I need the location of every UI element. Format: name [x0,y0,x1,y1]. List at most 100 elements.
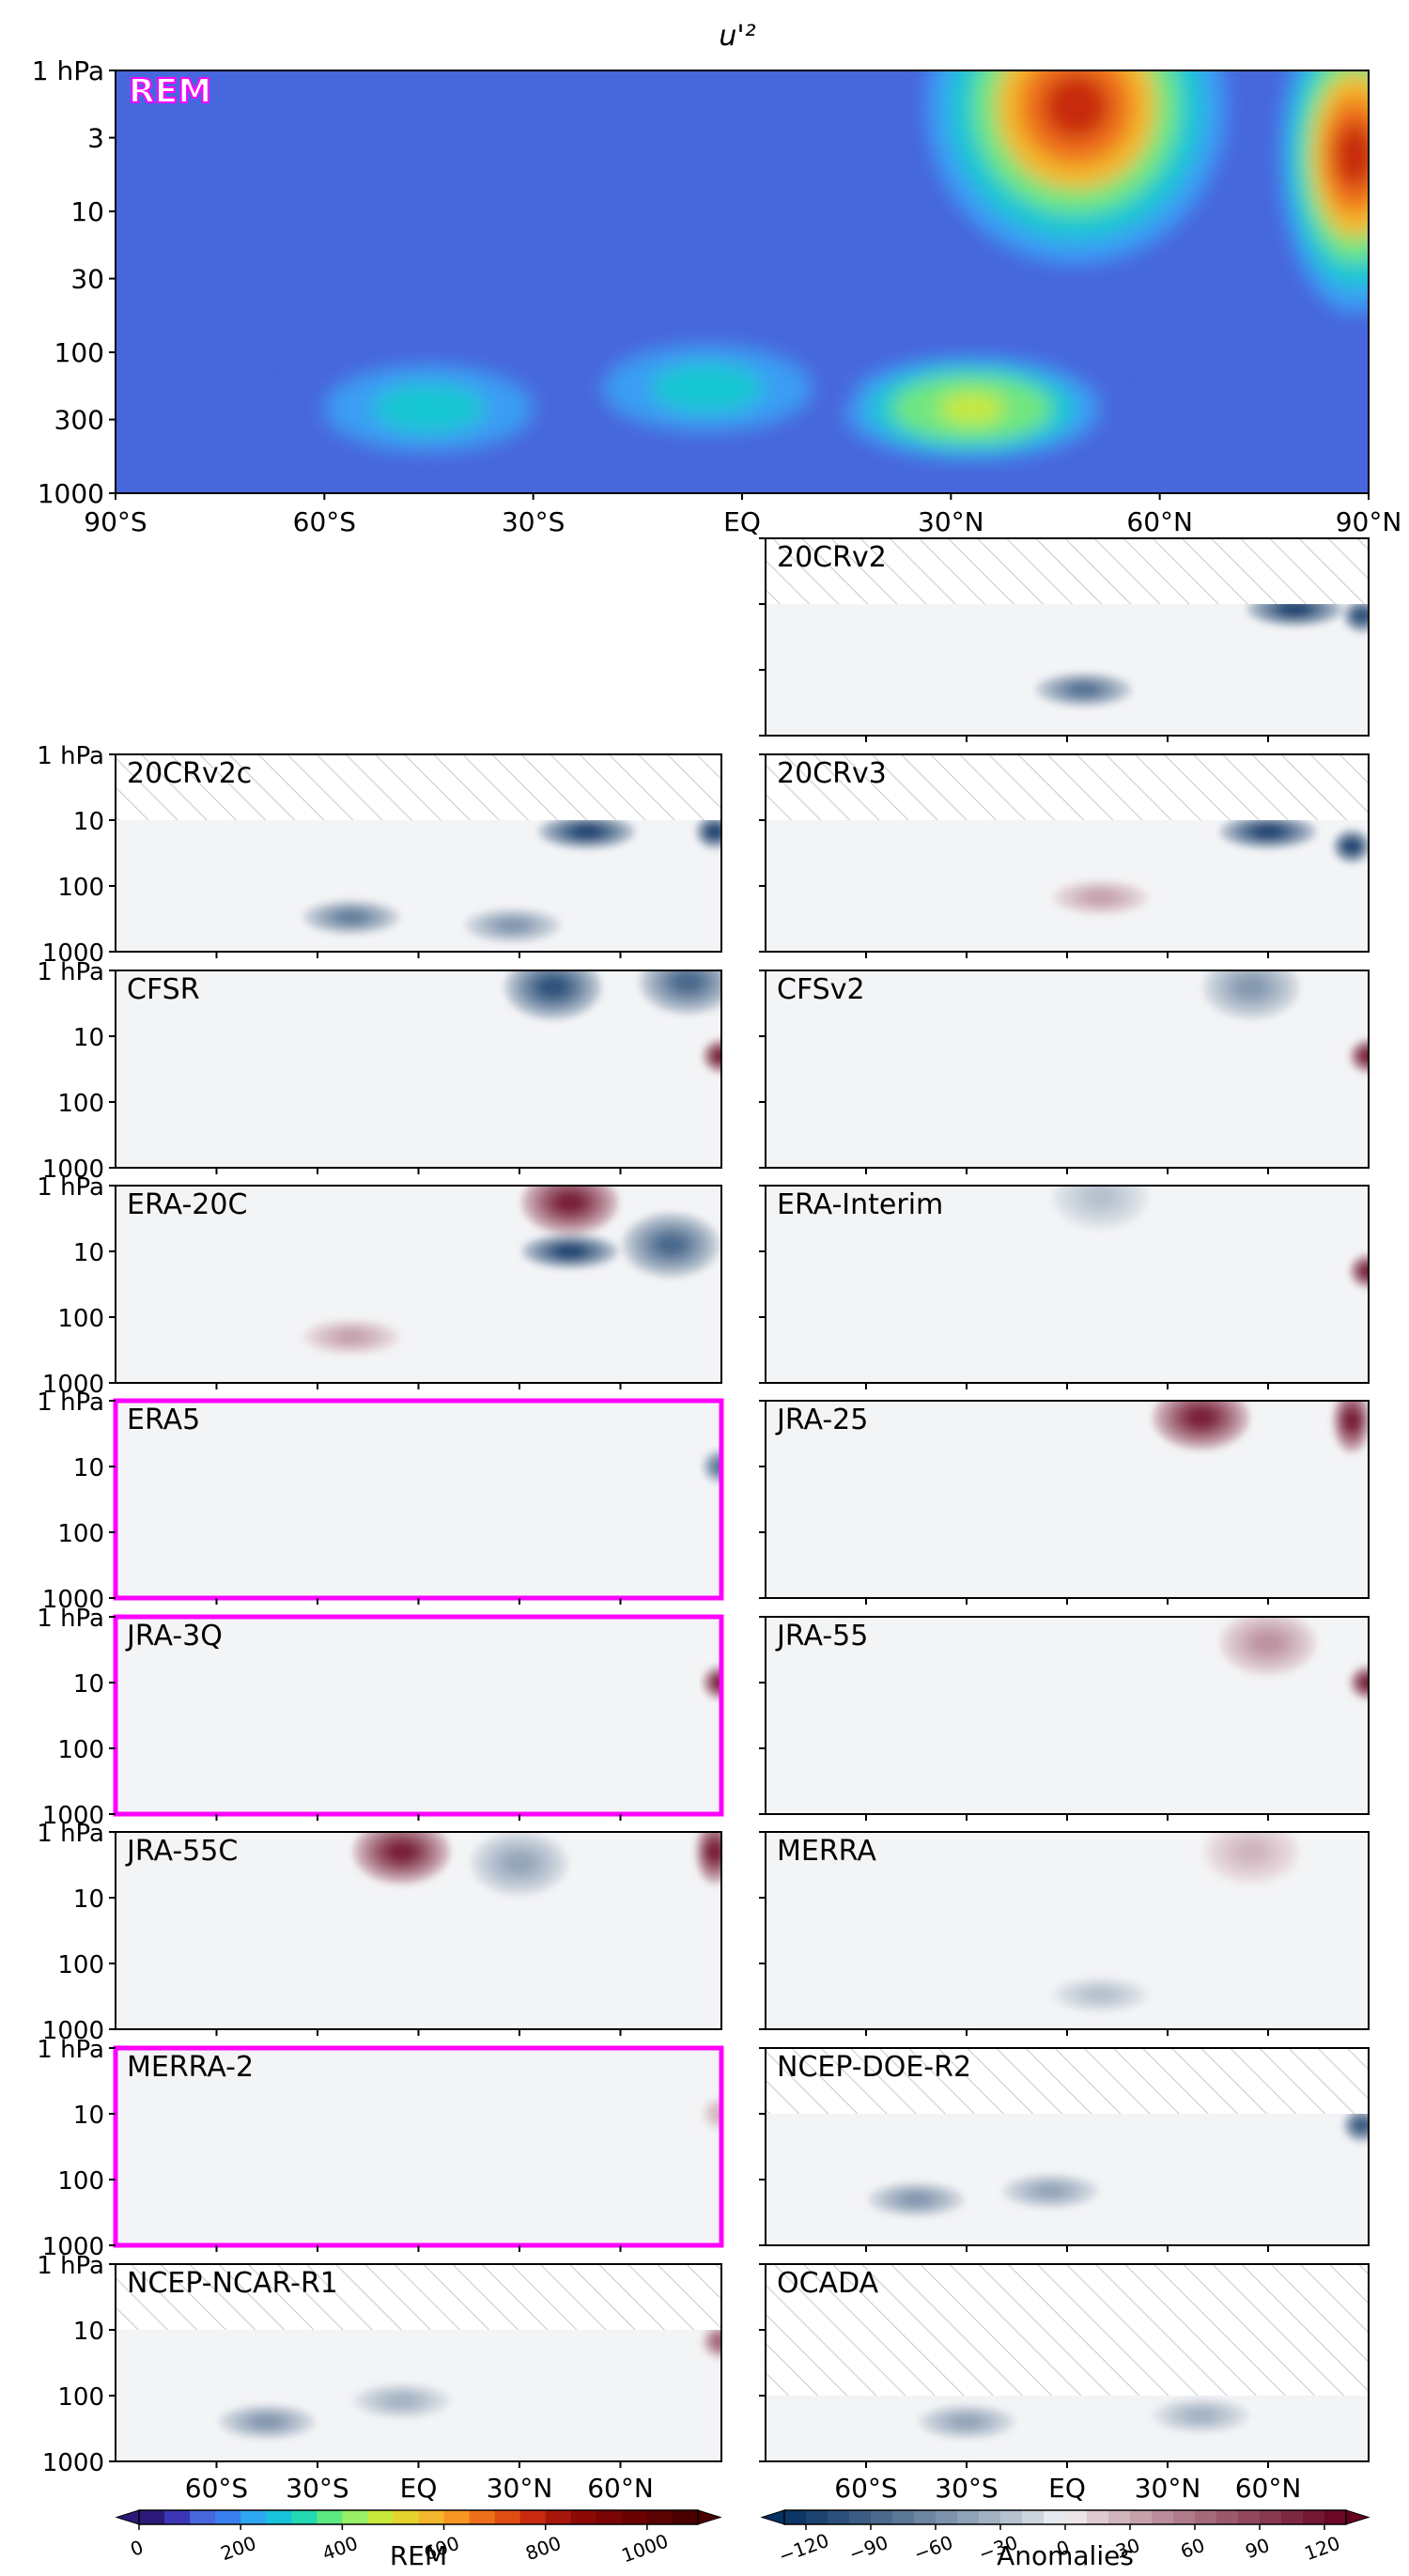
anomaly-panel-ocada: OCADA 60°S 30°S EQ 30°N 60°N [759,2263,1370,2504]
anomaly-panel-20crv3: 20CRv3 [759,753,1370,958]
rem-colorbar-swatch [393,2510,419,2524]
anomaly-colorbar-tick-label: 120 [1302,2532,1343,2566]
anomaly-panel-ncep-ncar-r1: NCEP-NCAR-R1 1 hPa 10 100 1000 60°S 30°S EQ 30°N… [37,2252,722,2504]
missing-data-hatch [766,2048,1369,2114]
anomaly-panel-20crv2c: 20CRv2c 1 hPa 10 100 1000 [37,742,722,968]
anomaly-colorbar-swatch [892,2510,915,2524]
panel-contour-2-1 [713,2335,721,2349]
anomaly-panel-era5: ERA5 1 hPa 10 100 1000 [37,1389,724,1614]
panel-ytick-label: 1000 [42,1802,104,1830]
panel-contour-1-1 [1343,1411,1360,1431]
panel-label: OCADA [777,2267,879,2300]
rem-colorbar-label: REM [390,2540,447,2571]
panel-xtick-label: 60°S [834,2473,897,2504]
anomaly-colorbar-swatch [1303,2510,1325,2524]
rem-colorbar-swatch [672,2510,699,2524]
rem-colorbar-swatch [317,2510,343,2524]
rem-colorbar-extend-max [697,2509,722,2525]
panel-ytick-label: 100 [57,1951,104,1979]
anomaly-colorbar-tick-label: −90 [846,2531,891,2566]
anomaly-panel-jra-55c: JRA-55C 1 hPa 10 100 1000 [37,1820,722,2045]
anomaly-panel-era-20c: ERA-20C 1 hPa 10 100 1000 [37,1173,722,1399]
main-panel-label: REM [129,72,211,111]
panel-contour-1-1 [1360,1049,1369,1063]
panel-xtick-label: EQ [1048,2473,1086,2504]
panel-contour-2-1 [505,1854,534,1873]
panel-ytick-label: 10 [73,1239,104,1267]
panel-contour-2-1 [336,910,365,924]
panel-ytick-label: 1000 [42,1156,104,1184]
rem-colorbar-extend-min [115,2509,140,2525]
anomaly-colorbar-swatch [806,2510,828,2524]
anomaly-colorbar-swatch [849,2510,872,2524]
panel-contour-0-1 [1237,1842,1266,1862]
panel-ytick-label: 100 [57,1736,104,1764]
rem-colorbar-swatch [342,2510,368,2524]
rem-colorbar-swatch [139,2510,165,2524]
panel-contour-2-1 [1069,683,1098,696]
anomaly-panel-merra-2: MERRA-2 1 hPa 10 100 1000 [37,2036,724,2261]
rem-colorbar-tick-label: 200 [218,2532,259,2566]
anomaly-colorbar-swatch [936,2510,958,2524]
panel-label: NCEP-NCAR-R1 [127,2267,338,2300]
panel-label: CFSv2 [777,973,865,1006]
anomaly-colorbar-swatch [1000,2510,1023,2524]
panel-ytick-label: 1000 [42,1586,104,1614]
panel-label: ERA-Interim [777,1188,943,1221]
panel-label: JRA-25 [775,1404,868,1436]
rem-colorbar-swatch [367,2510,394,2524]
anomaly-colorbar-swatch [828,2510,850,2524]
rem-colorbar-swatch [240,2510,267,2524]
anomaly-colorbar-swatch [1087,2510,1109,2524]
panel-xtick-label: EQ [400,2473,438,2504]
anomaly-colorbar-swatch [1044,2510,1066,2524]
rem-colorbar-swatch [291,2510,317,2524]
anomaly-colorbar-swatch [1238,2510,1261,2524]
panel-ytick-label: 100 [57,1090,104,1118]
anomaly-colorbar-swatch [1152,2510,1174,2524]
panel-ytick-label: 1 hPa [37,2036,104,2064]
missing-data-hatch [766,538,1369,604]
panel-contour-1-1 [706,1842,721,1862]
panel-ytick-label: 100 [57,2383,104,2412]
rem-colorbar-swatch [646,2510,674,2524]
panel-contour-1-1 [902,2193,931,2206]
panel-ytick-label: 1000 [42,2017,104,2045]
panel-xtick-label: 30°S [286,2473,348,2504]
rem-colorbar-swatch [215,2510,241,2524]
main-xtick-label: 90°N [1336,506,1402,537]
panel-ytick-label: 1 hPa [37,1820,104,1848]
rem-colorbar-frame [138,2509,699,2525]
panel-ytick-label: 1 hPa [37,2252,104,2280]
main-ytick-label: 1 hPa [32,55,104,86]
rem-colorbar-swatch [164,2510,191,2524]
rem-colorbar-swatch [545,2510,572,2524]
panel-contour-2-1 [1036,2184,1065,2198]
main-xtick-label: 30°N [918,506,984,537]
main-xtick-label: EQ [723,506,761,537]
panel-ytick-label: 1 hPa [37,1173,104,1202]
panel-contour-1-1 [1343,840,1360,853]
panel-contour-0-1 [253,2415,282,2429]
anomaly-panel-era-interim: ERA-Interim [759,1185,1370,1389]
anomaly-colorbar-label: Anomalies [997,2540,1134,2571]
anomaly-colorbar-swatch [914,2510,937,2524]
panel-contour-2-1 [657,1235,686,1255]
main-xtick-label: 60°S [293,506,356,537]
main-ytick-label: 30 [70,264,104,295]
figure-title: u'² [719,20,755,53]
anomaly-panel-20crv2: 20CRv2 [759,537,1370,742]
rem-colorbar-swatch [570,2510,597,2524]
panel-field [116,2048,721,2245]
anomaly-colorbar-swatch [1216,2510,1239,2524]
anomaly-colorbar-tick-label: 90 [1243,2534,1273,2563]
panel-contour-0-1 [555,1192,584,1212]
panel-contour-0-1 [572,825,601,839]
panel-contour-0-1 [1254,825,1282,839]
rem-colorbar-swatch [519,2510,547,2524]
anomaly-panel-ncep-doe-r2: NCEP-DOE-R2 [759,2047,1370,2252]
